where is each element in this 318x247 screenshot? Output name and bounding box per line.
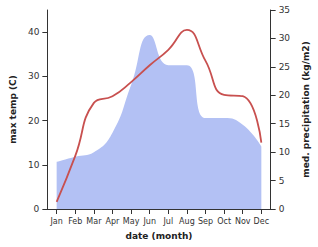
svg-text:Oct: Oct (217, 217, 231, 226)
svg-text:May: May (123, 217, 140, 226)
svg-text:30: 30 (279, 33, 291, 43)
svg-text:Mar: Mar (86, 217, 102, 226)
svg-text:Nov: Nov (235, 217, 251, 226)
svg-text:30: 30 (28, 71, 40, 81)
svg-text:med. precipitation (kg/m2): med. precipitation (kg/m2) (301, 41, 311, 177)
svg-text:0: 0 (34, 204, 40, 214)
svg-text:40: 40 (28, 27, 40, 37)
svg-text:25: 25 (279, 62, 290, 72)
svg-text:20: 20 (279, 90, 291, 100)
svg-text:Jun: Jun (142, 217, 156, 226)
svg-text:Jul: Jul (162, 217, 173, 226)
svg-text:0: 0 (279, 204, 285, 214)
svg-text:Aug: Aug (179, 217, 195, 226)
svg-text:Jan: Jan (49, 217, 62, 226)
svg-text:Sep: Sep (198, 217, 213, 226)
svg-text:Apr: Apr (106, 217, 121, 226)
svg-text:5: 5 (279, 176, 285, 186)
svg-text:max temp (C): max temp (C) (8, 75, 18, 144)
svg-text:10: 10 (28, 160, 40, 170)
svg-text:20: 20 (28, 116, 40, 126)
svg-text:35: 35 (279, 5, 290, 15)
svg-text:Feb: Feb (68, 217, 82, 226)
svg-text:15: 15 (279, 119, 290, 129)
svg-text:10: 10 (279, 147, 291, 157)
svg-text:Dec: Dec (254, 217, 269, 226)
svg-text:date (month): date (month) (126, 231, 193, 241)
